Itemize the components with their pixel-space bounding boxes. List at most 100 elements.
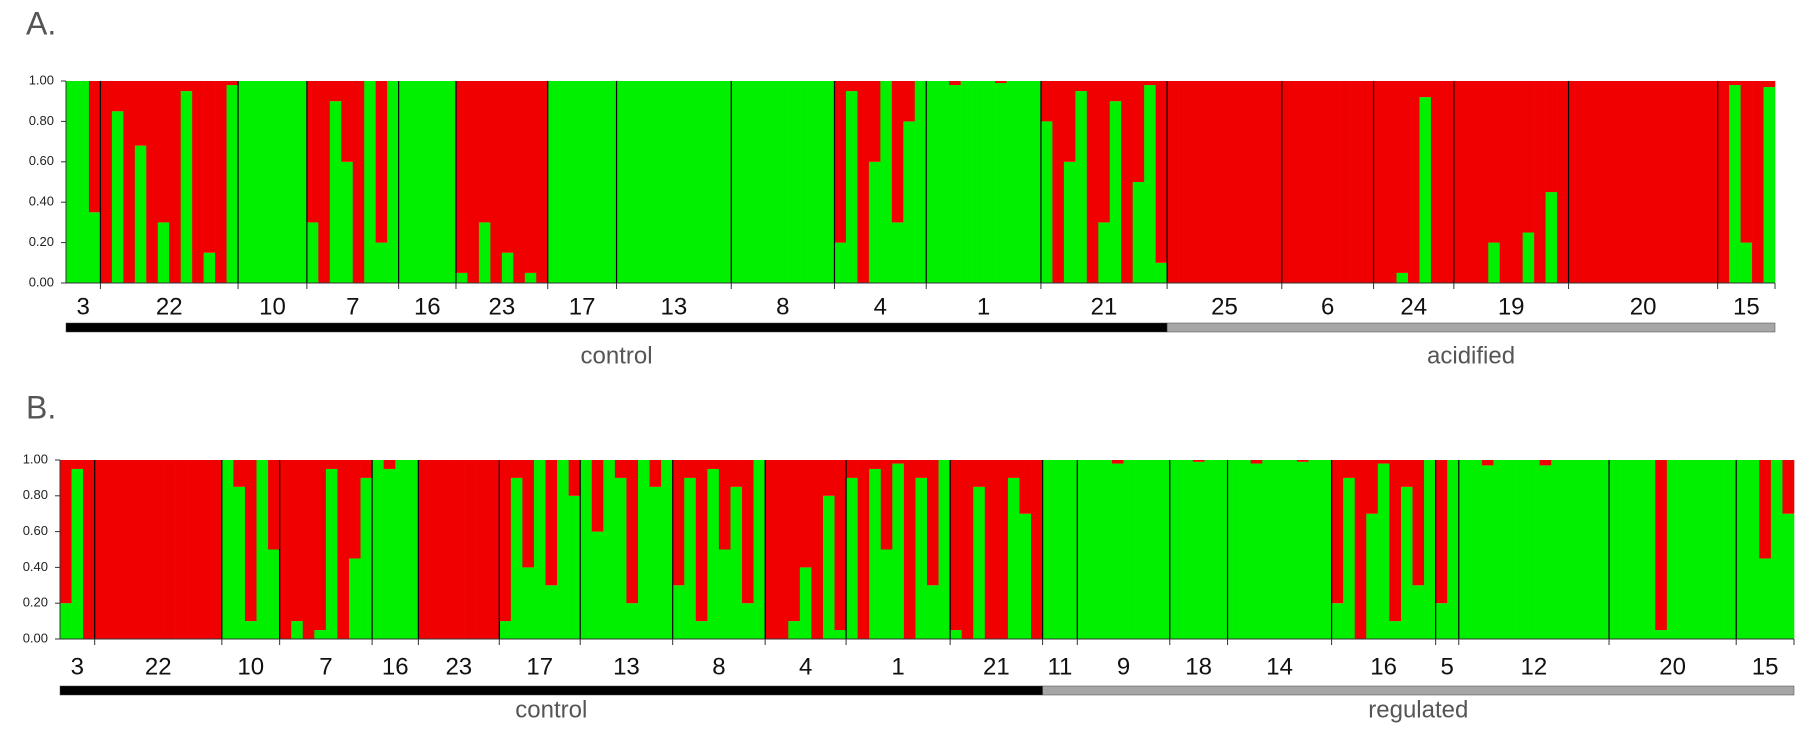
red-fraction [522,460,535,568]
group-bar [1166,322,1776,333]
red-fraction [707,460,720,469]
red-fraction [1350,81,1363,283]
red-fraction [834,460,847,631]
red-fraction [100,81,113,283]
red-fraction [649,460,662,487]
red-fraction [1111,460,1124,464]
green-fraction [1701,460,1714,639]
red-fraction [1488,81,1501,243]
population-label: 22 [156,293,183,320]
red-fraction [684,460,697,478]
red-fraction [903,81,916,122]
red-fraction [672,460,685,586]
population-label: 17 [526,653,553,680]
green-fraction [329,101,342,283]
green-fraction [649,486,662,639]
green-fraction [1109,101,1122,283]
red-fraction [1250,460,1263,464]
green-fraction [972,81,984,283]
red-fraction [776,460,789,639]
green-fraction [582,81,594,283]
red-fraction [891,81,904,223]
green-fraction [1158,460,1171,639]
red-fraction [94,460,107,639]
green-fraction [1759,558,1772,639]
green-fraction [349,558,361,639]
red-fraction [1052,81,1065,283]
population-label: 6 [1321,293,1334,320]
red-fraction [291,460,304,622]
red-fraction [1655,460,1668,631]
red-fraction [1625,81,1638,283]
green-fraction [1377,463,1390,639]
green-fraction [1077,460,1090,639]
red-fraction [1580,81,1592,283]
green-fraction [580,460,593,639]
red-fraction [1637,81,1650,283]
green-fraction [1123,460,1136,639]
group-label: control [515,696,587,723]
green-fraction [950,630,962,639]
green-fraction [673,81,686,283]
green-fraction [501,252,514,283]
group-bar [65,322,1168,333]
red-fraction [1706,81,1718,283]
red-fraction [1522,81,1535,233]
green-fraction [754,81,766,283]
green-fraction [650,81,663,283]
green-fraction [1366,513,1379,639]
red-fraction [1343,460,1356,478]
green-fraction [395,460,408,639]
red-fraction [1155,81,1168,263]
red-fraction [1759,460,1772,559]
red-fraction [1339,81,1351,283]
red-fraction [996,460,1009,639]
red-fraction [524,81,537,273]
red-fraction [1167,81,1179,283]
green-fraction [868,161,881,283]
red-fraction [1063,81,1076,162]
red-fraction [1763,81,1776,88]
green-fraction [1516,460,1529,639]
green-fraction [1412,585,1425,639]
red-fraction [478,81,491,223]
red-fraction [1366,460,1379,514]
panel-label: B. [26,389,56,425]
green-fraction [1308,460,1321,639]
green-fraction [134,145,147,283]
red-fraction [1258,81,1271,283]
green-fraction [60,603,72,639]
green-fraction [638,460,650,639]
population-label: 23 [445,653,472,680]
green-fraction [1343,477,1356,639]
green-fraction [914,81,927,283]
red-fraction [1782,460,1795,514]
green-fraction [260,81,273,283]
red-fraction [915,460,928,478]
red-fraction [1465,81,1478,283]
green-fraction [1424,460,1436,639]
green-fraction [672,585,685,639]
red-fraction [1752,81,1764,283]
red-fraction [325,460,338,469]
green-fraction [1539,465,1552,639]
green-fraction [306,222,319,283]
population-label: 22 [145,653,172,680]
red-fraction [1132,81,1145,182]
red-fraction [487,460,500,639]
green-fraction [1100,460,1113,639]
green-fraction [180,91,193,283]
green-fraction [603,460,616,639]
red-fraction [1412,460,1425,586]
red-fraction [1389,460,1402,622]
red-fraction [134,81,147,146]
red-fraction [279,460,292,639]
population-label: 8 [712,653,725,680]
green-fraction [869,468,882,639]
red-fraction [510,460,523,478]
red-fraction [1419,81,1432,98]
green-fraction [1400,486,1413,639]
group-label: acidified [1427,342,1515,369]
population-label: 12 [1521,653,1548,680]
